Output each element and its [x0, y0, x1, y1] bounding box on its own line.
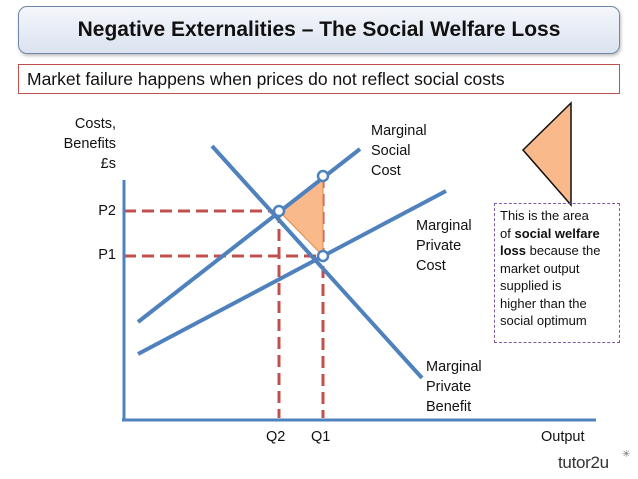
x-axis-label: Output: [541, 429, 585, 445]
info-text: because the: [526, 243, 601, 258]
tutor2u-logo: tutor2u: [558, 453, 609, 472]
info-line: supplied is: [500, 278, 562, 293]
info-line: higher than the: [500, 295, 587, 311]
mpc-curve: [137, 189, 447, 356]
info-text: of: [500, 225, 515, 241]
intersection-msc-mpb: [272, 204, 286, 218]
y-axis-label-line: Benefits: [63, 136, 116, 152]
info-line: loss because the: [500, 242, 614, 260]
welfare-loss-explanation: This is the area of social welfare loss …: [494, 203, 620, 343]
mpc-label: Marginal Private Cost: [416, 216, 472, 276]
y-axis-label-line: Costs,: [74, 116, 116, 132]
mpb-label-line: Private: [426, 379, 472, 395]
msc-label-line: Marginal: [371, 123, 427, 139]
mpb-label: Marginal Private Benefit: [426, 357, 482, 417]
logo-star-icon: ✳: [622, 449, 631, 460]
intersection-msc-q1: [316, 169, 330, 183]
q2-label: Q2: [266, 429, 286, 445]
slide-title: Negative Externalities – The Social Welf…: [18, 6, 620, 54]
subtitle-banner: Market failure happens when prices do no…: [18, 64, 620, 94]
intersection-mpc-mpb: [316, 249, 330, 263]
y-axis-label-line: £s: [100, 156, 116, 172]
legend-triangle-icon: [521, 101, 572, 207]
p2-label: P2: [98, 203, 116, 219]
info-line: social optimum: [500, 313, 587, 328]
q1-label: Q1: [311, 429, 331, 445]
msc-label: Marginal Social Cost: [371, 121, 427, 181]
p1-label: P1: [98, 247, 116, 263]
info-bold-text: social welfare: [514, 225, 600, 241]
mpb-curve: [210, 144, 424, 380]
info-line: This is the area: [500, 208, 589, 223]
info-line: of social welfare: [500, 225, 614, 243]
msc-label-line: Social: [371, 143, 411, 159]
mpc-label-line: Marginal: [416, 218, 472, 234]
mpc-label-line: Cost: [416, 258, 446, 274]
info-bold-text: loss: [500, 243, 527, 258]
mpb-label-line: Benefit: [426, 399, 472, 415]
mpb-label-line: Marginal: [426, 359, 482, 375]
mpc-label-line: Private: [416, 238, 462, 254]
y-axis-label: Costs, Benefits £s: [40, 114, 116, 174]
msc-label-line: Cost: [371, 163, 401, 179]
info-line: market output: [500, 260, 580, 276]
